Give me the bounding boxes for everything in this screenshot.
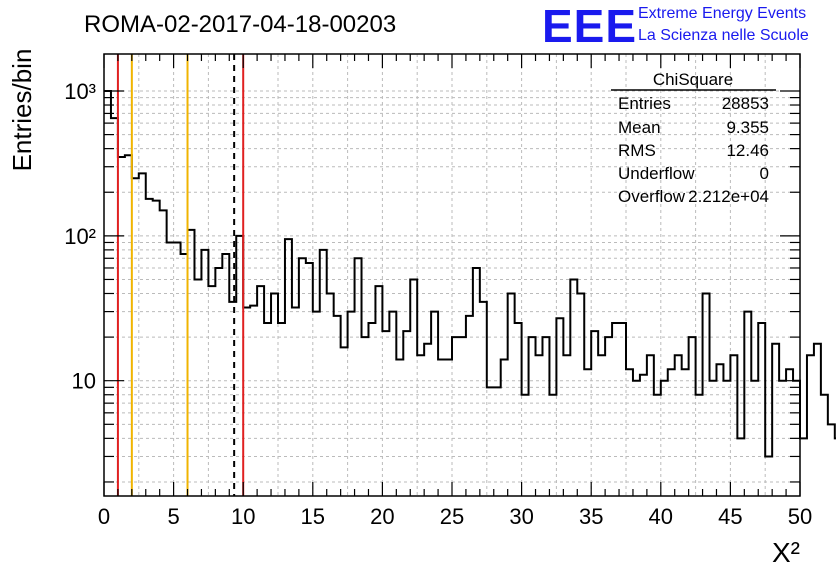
stats-value-entries: 28853 — [722, 94, 769, 113]
eee-logo: EEE — [542, 0, 637, 52]
stats-value-mean: 9.355 — [726, 118, 769, 137]
x-tick-label: 40 — [649, 504, 673, 529]
y-tick-label: 10 — [72, 369, 96, 394]
y-tick-label: 10² — [64, 224, 96, 249]
x-tick-labels: 0 5 10 15 20 25 30 35 40 45 50 — [98, 504, 812, 529]
stats-label-overflow: Overflow — [618, 187, 686, 206]
stats-value-rms: 12.46 — [726, 141, 769, 160]
y-tick-label: 10³ — [64, 79, 96, 104]
stats-value-overflow: 2.212e+04 — [688, 187, 769, 206]
x-axis-label: X² — [772, 537, 800, 568]
run-title: ROMA-02-2017-04-18-00203 — [84, 11, 396, 38]
x-tick-label: 45 — [718, 504, 742, 529]
stats-box: ChiSquare Entries 28853 Mean 9.355 RMS 1… — [611, 70, 776, 206]
x-tick-label: 30 — [509, 504, 533, 529]
stats-title: ChiSquare — [653, 70, 733, 89]
logo-line-1: Extreme Energy Events — [638, 5, 806, 22]
x-tick-label: 0 — [98, 504, 110, 529]
logo-line-2: La Scienza nelle Scuole — [638, 27, 809, 44]
axes — [103, 53, 801, 497]
y-tick-labels: 10 10² 10³ — [64, 79, 96, 394]
x-tick-label: 20 — [370, 504, 394, 529]
x-tick-label: 5 — [167, 504, 179, 529]
stats-label-underflow: Underflow — [618, 164, 695, 183]
stats-label-mean: Mean — [618, 118, 661, 137]
histogram-outline — [104, 89, 836, 458]
x-tick-label: 15 — [301, 504, 325, 529]
reference-lines — [116, 54, 245, 496]
histogram-bars — [104, 89, 836, 458]
stats-value-underflow: 0 — [760, 164, 769, 183]
x-tick-label: 50 — [788, 504, 812, 529]
stats-label-rms: RMS — [618, 141, 656, 160]
x-tick-label: 10 — [231, 504, 255, 529]
x-tick-label: 35 — [579, 504, 603, 529]
stats-label-entries: Entries — [618, 94, 671, 113]
y-axis-label: Entries/bin — [7, 49, 37, 172]
x-tick-label: 25 — [440, 504, 464, 529]
